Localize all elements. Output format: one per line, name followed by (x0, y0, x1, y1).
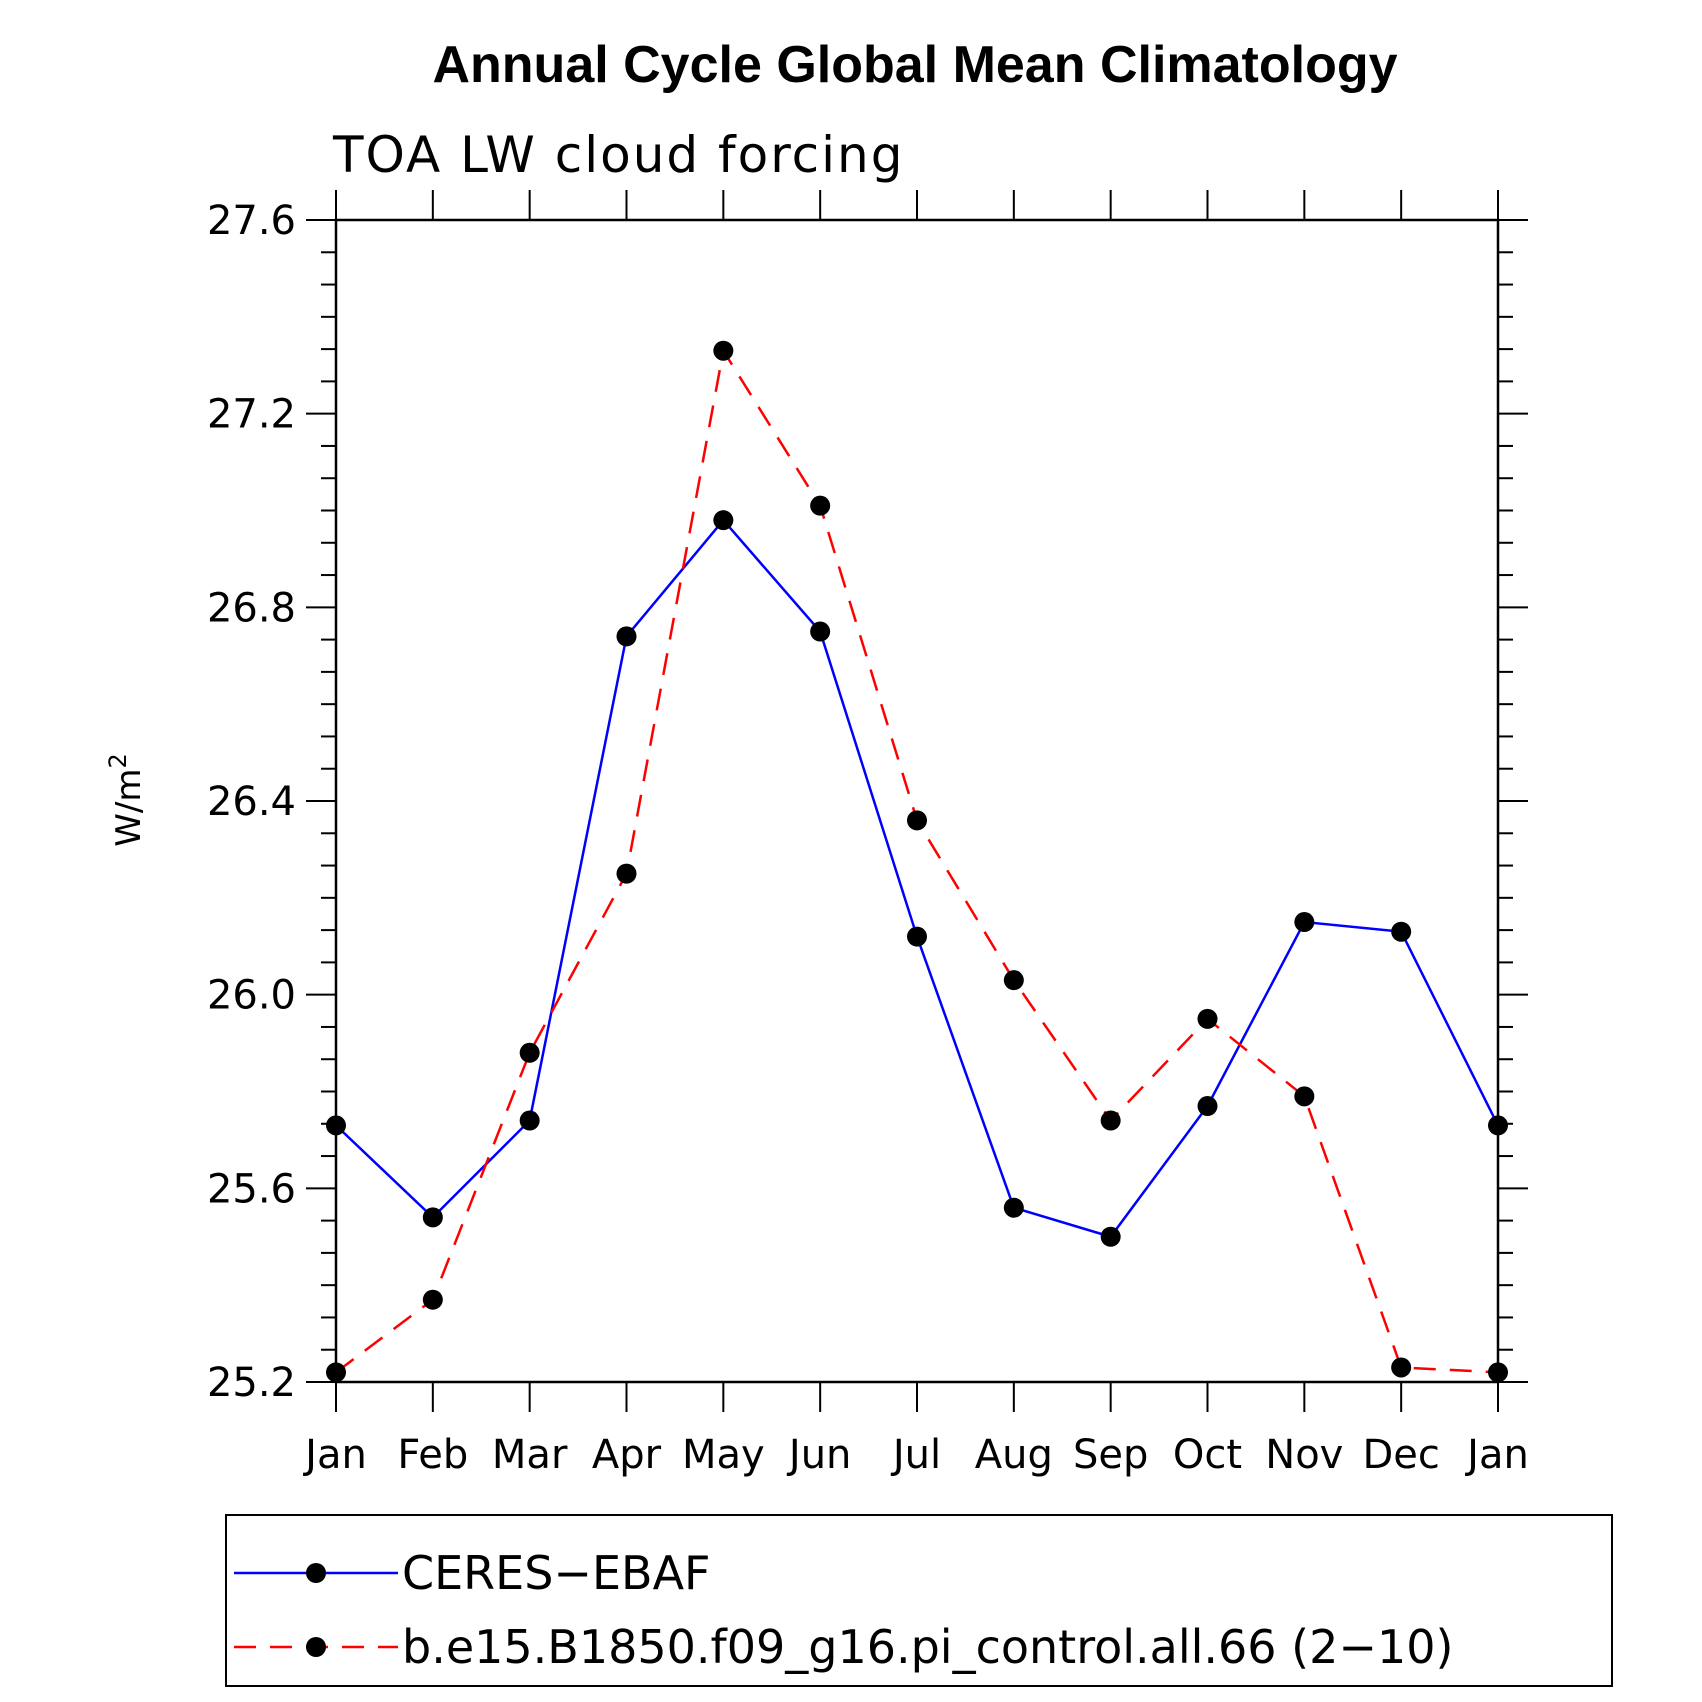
series-1-point (326, 1115, 346, 1136)
series-2-point (326, 1362, 346, 1383)
chart-title: Annual Cycle Global Mean Climatology (432, 36, 1397, 94)
series-2-point (713, 340, 734, 361)
legend-label-1: CERES−EBAF (402, 1546, 711, 1600)
series-2-point (422, 1289, 443, 1310)
x-tick-label: Jul (890, 1432, 941, 1478)
plot-frame (334, 218, 1500, 1384)
x-tick-label: Oct (1173, 1432, 1242, 1478)
series-1-point (1197, 1096, 1218, 1117)
x-tick-label: Nov (1265, 1432, 1343, 1478)
series-2-point (907, 810, 927, 831)
legend-box (225, 1514, 1613, 1687)
series-1-point (1391, 921, 1412, 942)
y-tick-label: 26.4 (207, 779, 296, 825)
series-2-point (616, 863, 637, 884)
x-tick-label: Aug (975, 1432, 1053, 1478)
y-tick-label: 27.6 (207, 198, 296, 244)
x-tick-label: Jan (1464, 1432, 1529, 1478)
series-1-point (907, 926, 927, 947)
series-layer (326, 340, 1508, 1383)
series-1-point (810, 621, 831, 642)
x-tick-label: Mar (492, 1432, 568, 1478)
y-tick-label: 25.2 (207, 1360, 296, 1406)
x-tick-label: Dec (1362, 1432, 1439, 1478)
series-2-point (1294, 1086, 1315, 1107)
y-tick-label: 26.8 (207, 585, 296, 631)
y-axis-label: W/m2 (104, 753, 149, 846)
series-1-point (519, 1110, 540, 1131)
series-2-point (519, 1042, 540, 1063)
x-tick-label: Sep (1073, 1432, 1148, 1478)
y-tick-label: 26.0 (207, 973, 296, 1019)
x-tick-label: Jan (302, 1432, 367, 1478)
series-line-1 (335, 518, 1500, 1239)
legend-label-2: b.e15.B1850.f09_g16.pi_control.all.66 (2… (402, 1620, 1453, 1674)
x-tick-label: May (682, 1432, 765, 1478)
series-1-point (422, 1207, 443, 1228)
series-2-point (1197, 1008, 1218, 1029)
series-2-point (1003, 970, 1024, 991)
plot-axes: 25.2 25.6 26.0 26.4 26.8 27.2 27.6 Jan Feb Mar Apr… (207, 190, 1529, 1478)
series-2-point (1488, 1362, 1508, 1383)
x-tick-label: Jun (786, 1432, 852, 1478)
series-1-point (1003, 1197, 1024, 1218)
y-axis-label-superscript: 2 (104, 753, 132, 768)
series-1-point (1294, 912, 1315, 933)
series-2-point (810, 495, 831, 516)
series-1-point (713, 510, 734, 531)
x-tick-label: Apr (592, 1432, 662, 1478)
series-1-point (1488, 1115, 1508, 1136)
legend: CERES−EBAF b.e15.B1850.f09_g16.pi_control… (225, 1514, 1613, 1687)
series-1-point (616, 626, 637, 647)
series-2-point (1100, 1110, 1121, 1131)
x-tick-label: Feb (397, 1432, 468, 1478)
y-tick-label: 25.6 (207, 1166, 296, 1212)
legend-marker-1 (306, 1563, 326, 1583)
y-tick-label: 27.2 (207, 392, 296, 438)
series-line-2 (335, 347, 1499, 1374)
series-2-point (1391, 1357, 1412, 1378)
series-1-point (1100, 1226, 1121, 1247)
legend-marker-2 (306, 1637, 326, 1657)
chart-subtitle: TOA LW cloud forcing (332, 126, 904, 184)
